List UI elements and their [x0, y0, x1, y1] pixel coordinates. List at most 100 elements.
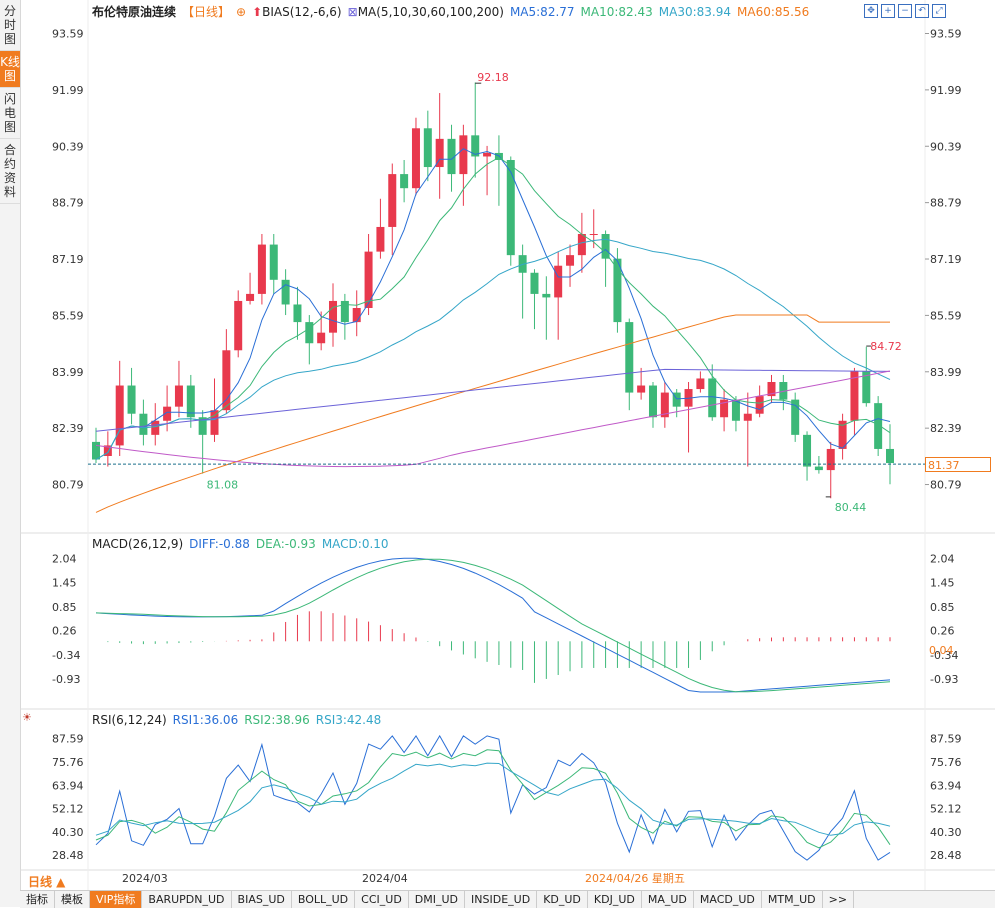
target-icon[interactable]: ⊕	[236, 5, 247, 19]
candle-body	[127, 385, 136, 414]
bottom-tab-kd[interactable]: KD_UD	[537, 891, 588, 908]
candle-body	[435, 138, 444, 168]
candle-body	[246, 293, 255, 301]
bottom-tab-boll[interactable]: BOLL_UD	[292, 891, 356, 908]
candle-body	[281, 279, 290, 305]
crosshair-icon[interactable]: ✥	[864, 4, 878, 18]
macd-tick-right: -0.34	[930, 649, 958, 662]
candle-body	[293, 304, 302, 323]
candle-body	[530, 272, 539, 294]
bottom-tab-bias[interactable]: BIAS_UD	[232, 891, 292, 908]
macd-tick-right: 0.85	[930, 601, 955, 614]
candle-body	[483, 152, 492, 157]
price-tick-right: 88.79	[930, 197, 962, 210]
price-tick-right: 80.79	[930, 479, 962, 492]
candle-body	[103, 445, 112, 456]
bottom-tab-cci[interactable]: CCI_UD	[355, 891, 409, 908]
candle-body	[755, 396, 764, 414]
ma100-line	[95, 368, 891, 432]
date-label: 2024/04	[362, 872, 408, 885]
bias-label: BIAS(12,-6,6)	[262, 5, 342, 19]
rsi-legend: RSI(6,12,24) RSI1:36.06 RSI2:38.96 RSI3:42.…	[92, 713, 387, 727]
macd-label[interactable]: MACD(26,12,9)	[92, 537, 184, 551]
candle-body	[660, 392, 669, 418]
bottom-tab-macd[interactable]: MACD_UD	[694, 891, 762, 908]
candle-body	[471, 135, 480, 157]
zoom-in-icon[interactable]: +	[881, 4, 895, 18]
candle-body	[554, 265, 563, 298]
rsi-settings-icon: ☀	[22, 711, 32, 724]
bottom-tab-vip[interactable]: VIP指标	[90, 891, 143, 908]
bottom-tab-inside[interactable]: INSIDE_UD	[465, 891, 538, 908]
bottom-tab-indicator[interactable]: 指标	[20, 891, 55, 908]
bottom-tab-barupdn[interactable]: BARUPDN_UD	[142, 891, 232, 908]
candle-body	[589, 234, 598, 235]
rsi2-line	[95, 749, 891, 849]
bottom-tab-ma[interactable]: MA_UD	[642, 891, 694, 908]
rsi-label[interactable]: RSI(6,12,24)	[92, 713, 167, 727]
candle-body	[198, 417, 207, 435]
macd-tick-left: -0.34	[52, 649, 80, 662]
candle-body	[791, 399, 800, 435]
candle-body	[423, 128, 432, 168]
ma60-value: MA60:85.56	[737, 5, 810, 19]
rsi-tick-left: 40.30	[52, 826, 84, 839]
back-icon[interactable]: ↶	[915, 4, 929, 18]
bias-indicator[interactable]: ⬆BIAS(12,-6,6)	[252, 5, 342, 19]
candle-body	[340, 300, 349, 323]
candle-body	[151, 420, 160, 435]
rsi-tick-right: 87.59	[930, 733, 962, 746]
candle-body	[139, 413, 148, 435]
rsi-tick-left: 63.94	[52, 779, 84, 792]
bottom-tab-mtm[interactable]: MTM_UD	[762, 891, 823, 908]
tab-time-chart[interactable]: 分时图	[0, 0, 20, 51]
macd-tick-right: 2.04	[930, 552, 955, 565]
candle-body	[779, 382, 788, 400]
candle-body	[506, 160, 515, 256]
macd-tick-right: 0.26	[930, 625, 955, 638]
rsi-tick-left: 28.48	[52, 849, 84, 862]
candle-body	[886, 448, 894, 464]
bottom-tab-more[interactable]: >>	[823, 891, 855, 908]
candle-body	[696, 378, 705, 390]
candle-body	[222, 350, 231, 411]
zoom-out-icon[interactable]: −	[898, 4, 912, 18]
candle-body	[269, 244, 278, 280]
rsi-tick-right: 40.30	[930, 826, 962, 839]
price-tick-left: 87.19	[52, 253, 84, 266]
price-tick-right: 82.39	[930, 422, 962, 435]
price-tick-left: 88.79	[52, 197, 84, 210]
bottom-tab-dmi[interactable]: DMI_UD	[409, 891, 466, 908]
candle-body	[672, 392, 681, 407]
candle-body	[767, 382, 776, 397]
candle-body	[174, 385, 183, 407]
sidebar: 分时图 K线图 闪电图 合约资料	[0, 0, 21, 907]
tab-contract-info[interactable]: 合约资料	[0, 139, 20, 204]
price-tick-right: 90.39	[930, 140, 962, 153]
candle-body	[317, 332, 326, 344]
candle-body	[625, 322, 634, 393]
ma-indicator[interactable]: ⊠MA(5,10,30,60,100,200)	[348, 5, 504, 19]
bottom-tab-template[interactable]: 模板	[55, 891, 90, 908]
up-arrow-icon: ⬆	[252, 5, 263, 19]
candle-body	[388, 174, 397, 227]
candle-body	[459, 135, 468, 175]
period-select[interactable]: 日线 ▲	[28, 875, 66, 889]
tab-kline-chart[interactable]: K线图	[0, 51, 20, 88]
candle-body	[234, 300, 243, 351]
bottom-tab-kdj[interactable]: KDJ_UD	[588, 891, 642, 908]
price-tick-right: 85.59	[930, 309, 962, 322]
expand-icon[interactable]: ⤢	[932, 4, 946, 18]
candle-body	[577, 234, 586, 256]
recent-high-annotation: 84.72	[870, 340, 902, 353]
macd-dea-line	[95, 558, 891, 693]
candle-body	[826, 448, 835, 471]
candle-body	[874, 403, 883, 449]
rsi2-value: RSI2:38.96	[244, 713, 310, 727]
macd-legend: MACD(26,12,9) DIFF:-0.88 DEA:-0.93 MACD:0.1…	[92, 537, 395, 551]
macd-tick-right: -0.93	[930, 673, 958, 686]
rsi1-value: RSI1:36.06	[172, 713, 239, 727]
macd-tick-left: -0.93	[52, 673, 80, 686]
period-tag[interactable]: 【日线】	[182, 5, 231, 19]
tab-flash-chart[interactable]: 闪电图	[0, 88, 20, 139]
